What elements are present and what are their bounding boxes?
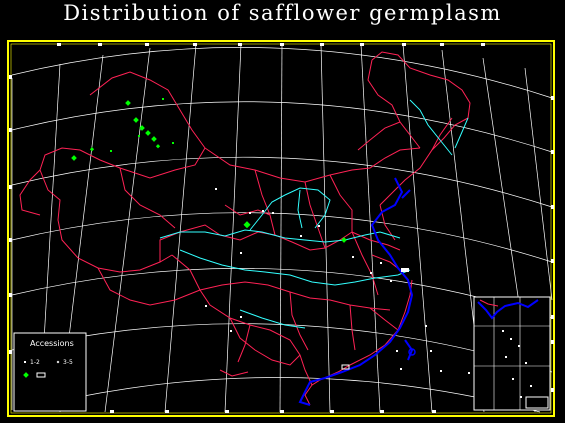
south-sea-inset xyxy=(473,296,551,411)
legend-swatch-box-marker xyxy=(36,372,46,378)
legend-label-3-5: 3-5 xyxy=(63,359,73,366)
legend-label-1-2: 1-2 xyxy=(30,359,40,366)
map-title: Distribution of safflower germplasm xyxy=(63,1,502,25)
accession-point xyxy=(125,100,131,106)
accession-point xyxy=(162,98,164,100)
legend: Accessions 1-2 3-5 xyxy=(13,332,87,412)
box-marker-point xyxy=(341,364,350,370)
accession-points xyxy=(71,98,347,243)
frame-ticks xyxy=(9,43,554,413)
province-borders xyxy=(19,51,471,406)
accession-point xyxy=(243,221,251,229)
accession-point xyxy=(155,144,161,149)
legend-swatch-small-dot xyxy=(24,361,26,363)
map-frame xyxy=(7,40,555,417)
accession-point xyxy=(145,130,151,136)
accession-point xyxy=(133,117,139,123)
accession-point xyxy=(341,237,347,243)
accession-point xyxy=(138,135,140,137)
accession-point xyxy=(110,150,112,152)
legend-swatch-green-diamond xyxy=(23,372,29,378)
accession-point xyxy=(71,155,77,161)
legend-heading: Accessions xyxy=(30,339,74,348)
graticule-meridians xyxy=(11,43,553,413)
accession-point xyxy=(172,142,174,144)
box-marker-point xyxy=(401,268,409,272)
accession-point xyxy=(151,136,157,142)
taiwan-island xyxy=(408,348,416,356)
white-accession-dots xyxy=(205,188,470,374)
accession-point xyxy=(139,125,145,131)
rivers xyxy=(159,99,469,329)
accession-point xyxy=(89,147,95,152)
coastline xyxy=(298,177,414,406)
legend-swatch-small-diamond xyxy=(56,360,60,364)
